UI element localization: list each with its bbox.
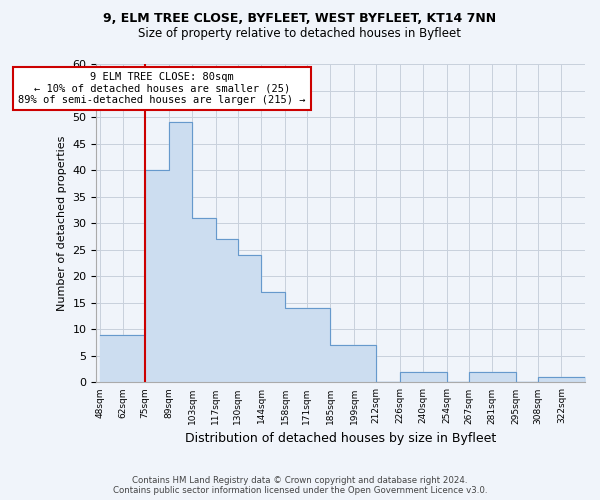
Text: Contains HM Land Registry data © Crown copyright and database right 2024.
Contai: Contains HM Land Registry data © Crown c…	[113, 476, 487, 495]
Y-axis label: Number of detached properties: Number of detached properties	[57, 136, 67, 311]
X-axis label: Distribution of detached houses by size in Byfleet: Distribution of detached houses by size …	[185, 432, 496, 445]
Text: 9, ELM TREE CLOSE, BYFLEET, WEST BYFLEET, KT14 7NN: 9, ELM TREE CLOSE, BYFLEET, WEST BYFLEET…	[103, 12, 497, 26]
Text: Size of property relative to detached houses in Byfleet: Size of property relative to detached ho…	[139, 28, 461, 40]
Text: 9 ELM TREE CLOSE: 80sqm
← 10% of detached houses are smaller (25)
89% of semi-de: 9 ELM TREE CLOSE: 80sqm ← 10% of detache…	[18, 72, 305, 105]
